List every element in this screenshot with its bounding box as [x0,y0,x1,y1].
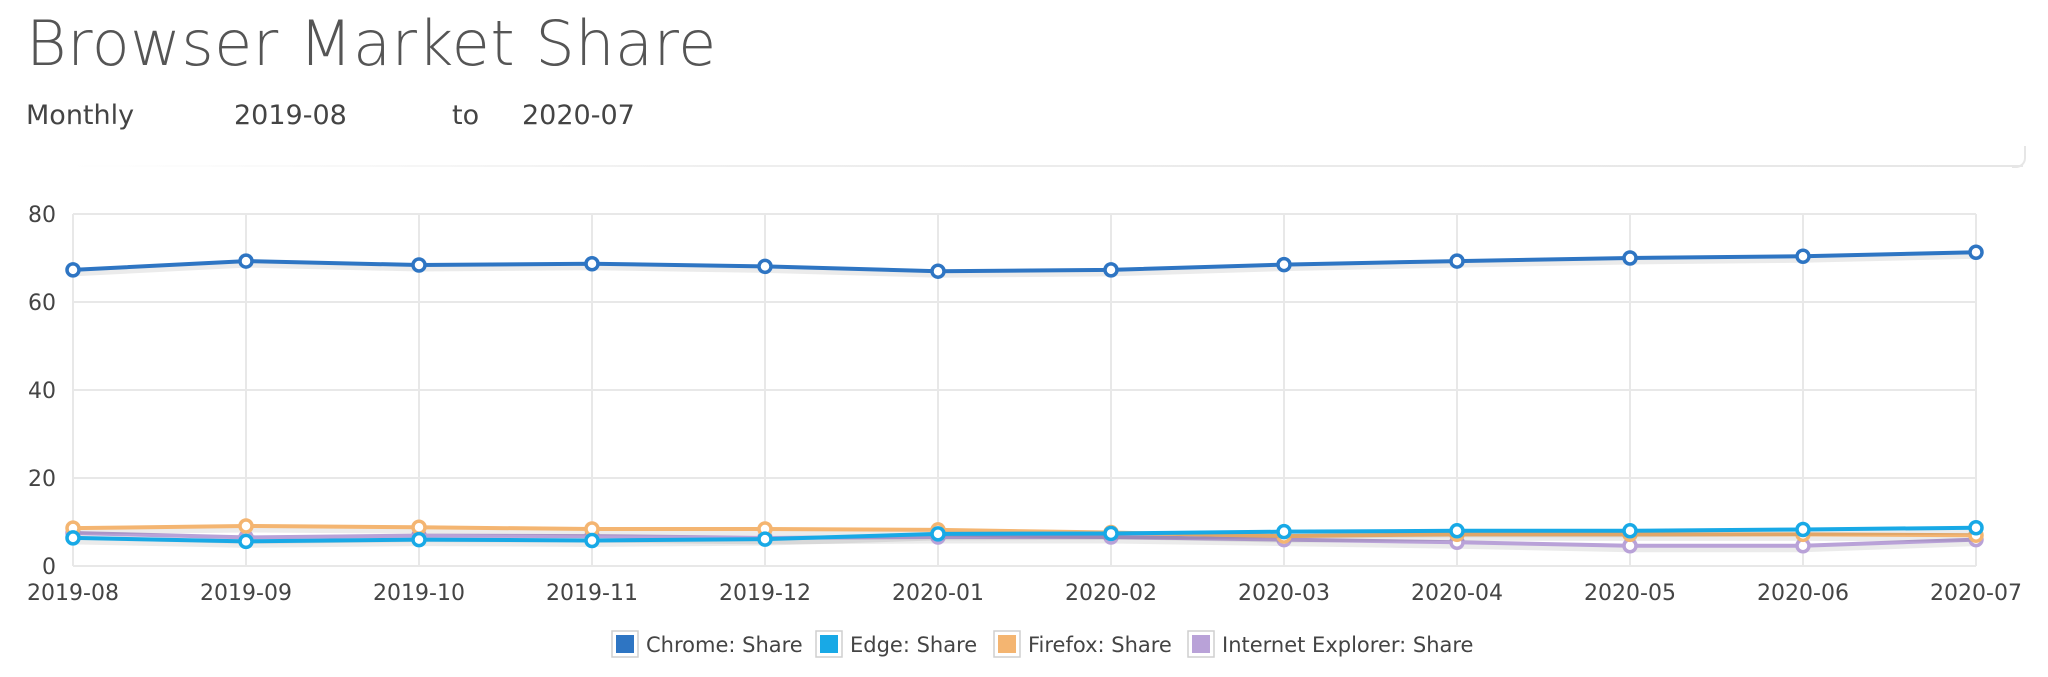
data-point[interactable] [65,262,81,278]
data-point[interactable] [1795,521,1811,538]
x-axis: 2019-08 2019-09 2019-10 2019-11 2019-12 2020-… [27,581,2022,606]
x-tick-label: 2020-03 [1238,581,1330,606]
data-point[interactable] [1103,525,1119,542]
data-point[interactable] [1622,250,1638,266]
legend-item[interactable]: Edge: Share [815,630,977,658]
data-point[interactable] [930,263,946,279]
x-tick-label: 2019-08 [27,581,119,606]
y-tick-label: 60 [28,291,56,316]
data-point[interactable] [1795,248,1811,264]
legend-label: Internet Explorer: Share [1222,633,1473,657]
y-tick-label: 80 [28,203,56,228]
data-point[interactable] [584,255,600,272]
data-point[interactable] [1968,244,1984,261]
data-point[interactable] [1276,523,1292,540]
x-tick-label: 2019-10 [373,581,465,606]
data-point[interactable] [238,533,254,550]
frequency-label[interactable]: Monthly [26,100,135,131]
x-tick-label: 2019-11 [546,581,638,606]
data-point[interactable] [1449,253,1465,269]
series-line [72,525,1977,544]
x-tick-label: 2019-12 [719,581,811,606]
header-divider-corner [2012,146,2026,168]
data-point[interactable] [757,258,773,275]
legend-item[interactable]: Internet Explorer: Share [1187,630,1473,658]
y-axis: 0 20 40 60 80 [28,203,56,580]
data-point[interactable] [411,531,427,548]
legend-label: Edge: Share [850,633,977,657]
y-tick-label: 20 [28,467,56,492]
legend-label: Chrome: Share [646,633,803,657]
x-tick-label: 2019-09 [200,581,292,606]
x-tick-label: 2020-04 [1411,581,1503,606]
start-date[interactable]: 2019-08 [234,100,347,131]
x-tick-label: 2020-05 [1584,581,1676,606]
data-point[interactable] [1276,256,1292,273]
series-line [72,523,1977,539]
x-tick-label: 2020-02 [1065,581,1157,606]
data-point[interactable] [1449,523,1465,539]
chart-grid [72,213,1977,567]
data-point[interactable] [584,532,600,549]
series-shadow [72,253,1977,278]
legend-swatch [998,635,1016,653]
data-point[interactable] [411,519,427,536]
legend-item[interactable]: Chrome: Share [611,630,803,658]
legend-label: Firefox: Share [1028,633,1172,657]
data-point[interactable] [757,531,773,547]
page-title: Browser Market Share [26,7,717,80]
data-point[interactable] [238,253,254,269]
legend-swatch [616,635,634,653]
y-tick-label: 40 [28,379,56,404]
x-tick-label: 2020-06 [1757,581,1849,606]
data-point[interactable] [65,530,81,546]
y-tick-label: 0 [42,555,56,580]
data-point[interactable] [930,526,946,542]
series-layer [65,244,1984,554]
series-shadow [72,529,1977,548]
end-date[interactable]: 2020-07 [522,100,635,131]
legend-item[interactable]: Firefox: Share [993,630,1172,658]
series-edge [65,519,1984,550]
x-tick-label: 2020-01 [892,581,984,606]
x-tick-label: 2020-07 [1930,581,2022,606]
header-divider [66,165,2023,167]
legend: Chrome: Share Edge: Share Firefox: Share In… [611,630,1473,658]
legend-swatch [1192,635,1210,653]
series-line [72,531,1977,548]
legend-swatch [820,635,838,653]
range-to-label: to [452,100,480,131]
data-point[interactable] [1622,523,1638,539]
series-chrome [65,244,1984,279]
data-point[interactable] [1968,519,1984,536]
data-point[interactable] [411,257,427,273]
series-line [72,250,1977,274]
data-point[interactable] [1103,262,1119,278]
data-point[interactable] [238,518,254,534]
